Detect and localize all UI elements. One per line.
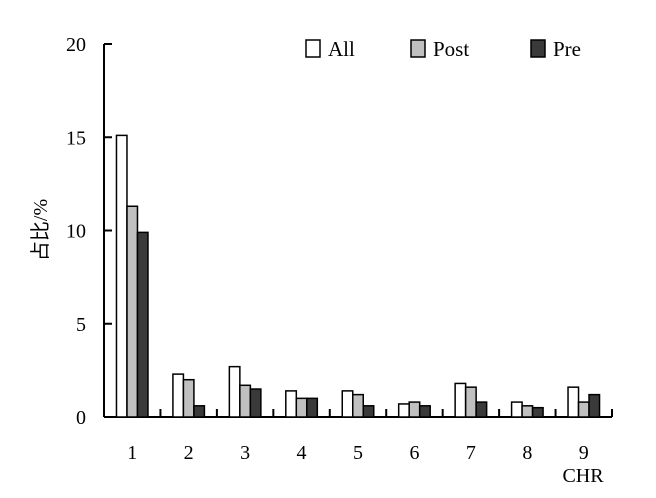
x-tick-label-8: 8 [522, 442, 532, 464]
y-tick-label-0: 0 [76, 407, 86, 429]
legend-label-pre: Pre [553, 37, 581, 61]
bar-all-9 [567, 386, 580, 418]
bar-pre-2 [193, 405, 206, 418]
x-tick-label-1: 1 [127, 442, 137, 464]
legend-swatch-post [410, 39, 426, 58]
bar-all-3 [228, 365, 241, 418]
y-tick-label-5: 5 [76, 314, 86, 336]
bar-post-9 [577, 401, 590, 418]
x-tick-label-5: 5 [353, 442, 363, 464]
bar-pre-1 [136, 231, 149, 418]
chart-ticks: 0 5 10 15 20 1 2 3 4 5 6 7 8 9 [66, 34, 613, 464]
bar-post-7 [464, 386, 477, 418]
legend-swatch-all [305, 39, 321, 58]
bar-post-2 [182, 378, 195, 418]
bar-pre-5 [362, 405, 375, 418]
bar-post-3 [239, 384, 252, 418]
bar-all-7 [454, 382, 467, 418]
bar-post-5 [352, 393, 364, 418]
legend-swatch-pre [530, 39, 546, 58]
x-tick-label-6: 6 [409, 442, 419, 464]
bar-all-8 [510, 401, 523, 418]
bar-post-4 [295, 397, 308, 418]
bar-pre-3 [249, 388, 262, 418]
x-tick-label-9: 9 [579, 442, 589, 464]
bar-pre-7 [475, 401, 488, 418]
chart-axes [103, 44, 612, 418]
y-tick-label-20: 20 [66, 34, 86, 56]
bar-all-1 [115, 134, 128, 418]
bar-all-6 [397, 403, 410, 418]
y-tick-label-15: 15 [66, 127, 86, 149]
x-tick-label-7: 7 [466, 442, 476, 464]
y-tick-label-10: 10 [66, 221, 86, 243]
bar-pre-8 [531, 406, 544, 418]
chart-legend: All Post Pre [305, 37, 581, 61]
x-axis-label: CHR [562, 465, 604, 487]
chart-bars [115, 134, 601, 418]
x-tick-label-4: 4 [297, 442, 307, 464]
x-tick-label-3: 3 [240, 442, 250, 464]
bar-post-8 [521, 405, 534, 418]
legend-label-all: All [328, 37, 355, 61]
legend-label-post: Post [433, 37, 469, 61]
y-axis-label: 占比/% [29, 199, 52, 261]
bar-all-4 [285, 390, 298, 418]
bar-pre-6 [418, 405, 431, 418]
bar-pre-9 [588, 393, 601, 418]
bar-all-2 [172, 373, 185, 418]
x-tick-label-2: 2 [184, 442, 194, 464]
bar-post-1 [126, 205, 139, 418]
bar-all-5 [341, 390, 354, 418]
bar-post-6 [408, 401, 421, 418]
bar-pre-4 [306, 397, 319, 418]
